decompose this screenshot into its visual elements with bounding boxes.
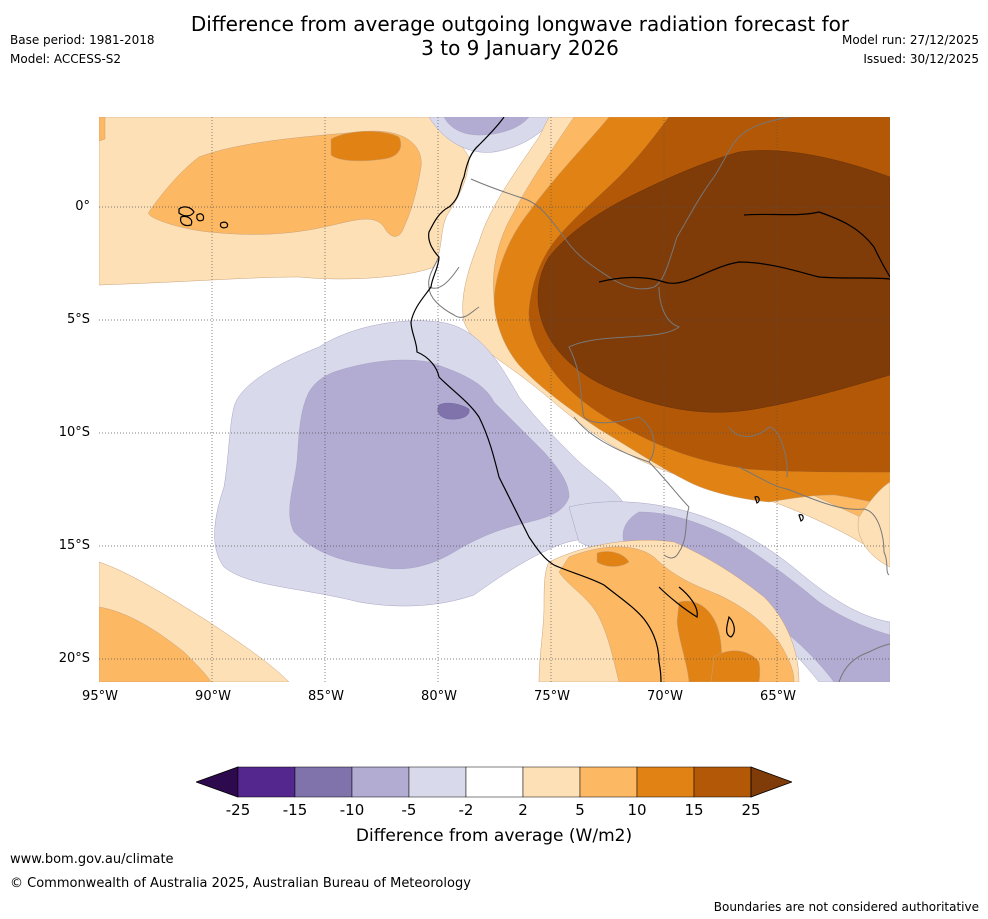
title-line-2: 3 to 9 January 2026 — [421, 36, 619, 60]
lon-label-95w: 95°W — [82, 689, 118, 704]
north-neg-anomaly-mid — [443, 117, 530, 136]
colorbar-bin-8 — [636, 766, 695, 798]
lat-label-0: 0° — [75, 199, 90, 214]
coastlines — [178, 117, 890, 682]
model-name: Model: ACCESS-S2 — [10, 52, 122, 66]
lon-label-90w: 90°W — [195, 689, 231, 704]
country-borders — [428, 117, 890, 682]
title-line-1: Difference from average outgoing longwav… — [190, 12, 850, 36]
issued-date: Issued: 30/12/2025 — [863, 52, 979, 66]
website-link[interactable]: www.bom.gov.au/climate — [10, 852, 174, 867]
colorbar-tick: -10 — [339, 801, 365, 819]
colorbar-bin-5 — [465, 766, 524, 798]
colorbar-low-extend — [196, 766, 239, 798]
south-anomaly-dark-1 — [596, 551, 630, 567]
colorbar-bin-6 — [522, 766, 581, 798]
nw-anomaly-dark — [330, 130, 402, 162]
central-neg-dark — [437, 402, 470, 420]
colorbar-bin-4 — [408, 766, 467, 798]
colorbar-tick: -2 — [458, 801, 474, 819]
colorbar-tick: -15 — [282, 801, 308, 819]
colorbar-tick: -25 — [225, 801, 251, 819]
model-run: Model run: 27/12/2025 — [841, 33, 979, 47]
lat-label-20s: 20°S — [58, 651, 90, 666]
colorbar-bin-7 — [579, 766, 638, 798]
lat-label-5s: 5°S — [66, 312, 90, 327]
colorbar-tick: 15 — [684, 801, 704, 819]
base-period: Base period: 1981-2018 — [10, 33, 155, 47]
lon-label-85w: 85°W — [308, 689, 344, 704]
colorbar-tick: 5 — [575, 801, 585, 819]
sw-anomaly-mid — [99, 606, 212, 682]
lon-label-75w: 75°W — [534, 689, 570, 704]
colorbar-tick: -5 — [401, 801, 417, 819]
colorbar-bin-1 — [237, 766, 296, 798]
nw-strip — [99, 117, 106, 142]
lat-label-10s: 10°S — [58, 425, 90, 440]
colorbar-tick: 25 — [741, 801, 761, 819]
south-anomaly-mid — [558, 546, 795, 682]
colorbar-high-extend — [750, 766, 792, 798]
olr-anomaly-map — [99, 117, 890, 682]
colorbar — [196, 766, 792, 798]
colorbar-title: Difference from average (W/m2) — [355, 826, 633, 846]
east-anomaly-max — [537, 150, 890, 413]
colorbar-bin-3 — [351, 766, 410, 798]
boundaries-disclaimer: Boundaries are not considered authoritat… — [713, 900, 979, 914]
lat-label-15s: 15°S — [58, 538, 90, 553]
lon-label-65w: 65°W — [760, 689, 796, 704]
lon-label-80w: 80°W — [421, 689, 457, 704]
colorbar-tick: 10 — [627, 801, 647, 819]
south-anomaly-dark-3 — [710, 650, 761, 682]
graticule — [99, 117, 890, 682]
lon-label-70w: 70°W — [647, 689, 683, 704]
central-neg-mid — [289, 359, 570, 570]
colorbar-tick: 2 — [518, 801, 528, 819]
copyright-notice: © Commonwealth of Australia 2025, Austra… — [10, 876, 471, 891]
colorbar-bin-9 — [693, 766, 752, 798]
colorbar-bin-2 — [294, 766, 353, 798]
